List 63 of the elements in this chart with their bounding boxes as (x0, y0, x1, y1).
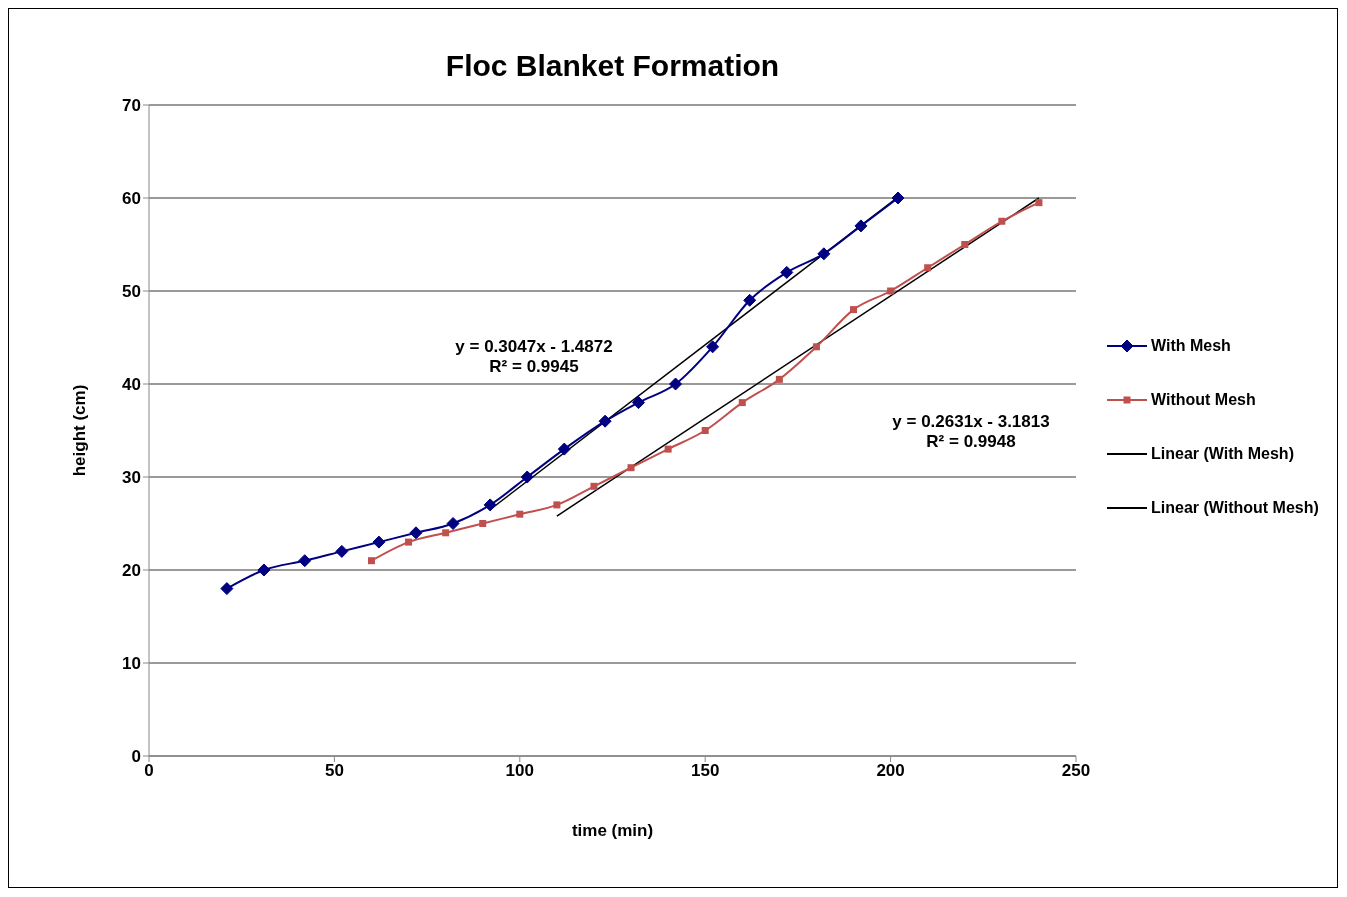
x-tick-label: 150 (691, 761, 720, 781)
annotation: y = 0.3047x - 1.4872 (455, 337, 613, 357)
chart-title: Floc Blanket Formation (444, 49, 781, 83)
point (780, 265, 794, 279)
legend-label: Linear (With Mesh) (1151, 445, 1294, 463)
point (850, 306, 858, 314)
annotation: y = 0.2631x - 3.1813 (892, 412, 1050, 432)
point (669, 377, 683, 391)
point (590, 482, 598, 490)
point (631, 396, 645, 410)
point (817, 247, 831, 261)
point (442, 529, 450, 537)
point (553, 501, 561, 509)
point (812, 343, 820, 351)
y-tick-label: 50 (122, 282, 141, 302)
annotation: R² = 0.9945 (489, 357, 579, 377)
point (664, 445, 672, 453)
y-tick-label: 60 (122, 189, 141, 209)
y-axis-title: height (cm) (70, 384, 90, 477)
point (854, 219, 868, 233)
point (706, 340, 720, 354)
point (409, 526, 423, 540)
y-tick-label: 10 (122, 654, 141, 674)
point (961, 241, 969, 248)
y-tick-label: 40 (122, 375, 141, 395)
point (891, 191, 905, 205)
x-axis-title: time (min) (571, 821, 654, 840)
y-tick-label: 20 (122, 561, 141, 581)
x-tick-label: 50 (324, 761, 344, 781)
point (367, 557, 375, 565)
point (335, 544, 349, 558)
point (887, 287, 895, 295)
point (483, 498, 497, 512)
point (738, 399, 746, 407)
point (627, 464, 635, 472)
y-tick-label: 70 (122, 96, 141, 116)
point (257, 563, 271, 577)
point (557, 442, 571, 456)
point (298, 554, 312, 568)
x-tick-label: 250 (1061, 761, 1091, 781)
legend-label: Without Mesh (1151, 391, 1256, 409)
legend-label: Linear (Without Mesh) (1151, 499, 1319, 517)
x-tick-label: 0 (144, 761, 154, 781)
point (924, 264, 932, 272)
point (479, 520, 487, 527)
point (520, 470, 534, 484)
x-tick-label: 200 (876, 761, 905, 781)
point (446, 517, 460, 530)
point (598, 414, 612, 428)
y-tick-label: 30 (122, 468, 141, 488)
point (998, 217, 1006, 225)
point (775, 375, 783, 383)
y-tick-label: 0 (131, 747, 141, 767)
point (405, 538, 413, 546)
point (1035, 199, 1043, 207)
point (701, 427, 709, 434)
point (743, 293, 757, 307)
legend-label: With Mesh (1151, 337, 1231, 355)
annotation: R² = 0.9948 (926, 432, 1016, 452)
point (516, 510, 524, 518)
x-tick-label: 100 (505, 761, 534, 781)
point (220, 582, 234, 596)
point (372, 535, 386, 549)
